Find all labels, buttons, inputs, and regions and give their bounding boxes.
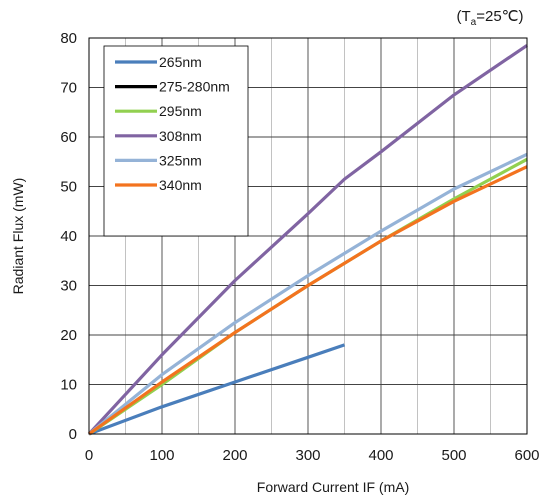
y-tick-label: 70 [60,80,77,97]
x-tick-label: 600 [514,447,539,464]
legend-label: 295nm [159,103,202,119]
legend-label: 325nm [159,152,202,168]
legend-label: 275-280nm [159,79,230,95]
y-tick-label: 40 [60,228,77,245]
y-tick-label: 0 [69,426,77,443]
legend-label: 308nm [159,128,202,144]
x-tick-label: 400 [368,447,393,464]
ambient-temperature-note: (Ta=25℃) [456,8,523,28]
legend-label: 265nm [159,54,202,70]
y-tick-label: 60 [60,129,77,146]
legend-box [103,45,249,237]
x-tick-label: 300 [295,447,320,464]
x-tick-label: 200 [222,447,247,464]
y-tick-labels: 0 10 20 30 40 50 60 70 80 [60,30,77,443]
series-line-308nm [87,44,528,436]
legend: 265nm 275-280nm 295nm 308nm 325nm 340nm [103,45,249,237]
x-tick-label: 500 [441,447,466,464]
series-line-265nm [88,343,346,436]
plot-area-border [88,37,528,435]
x-tick-labels: 0 100 200 300 400 500 600 [85,447,540,464]
condition-subscript: a [471,17,477,28]
x-tick-label: 100 [149,447,174,464]
y-tick-label: 50 [60,179,77,196]
y-axis-label: Radiant Flux (mW) [10,178,26,295]
condition-suffix: =25℃) [476,8,523,25]
legend-label: 340nm [159,177,202,193]
condition-prefix: (T [456,8,470,25]
series-line-325nm [87,152,528,436]
y-tick-label: 30 [60,278,77,295]
x-tick-label: 0 [85,447,93,464]
y-tick-label: 80 [60,30,77,47]
series-line-340nm [88,165,528,436]
y-tick-label: 20 [60,327,77,344]
series-lines [87,44,528,436]
y-tick-label: 10 [60,377,77,394]
x-axis-label: Forward Current IF (mA) [257,479,409,495]
